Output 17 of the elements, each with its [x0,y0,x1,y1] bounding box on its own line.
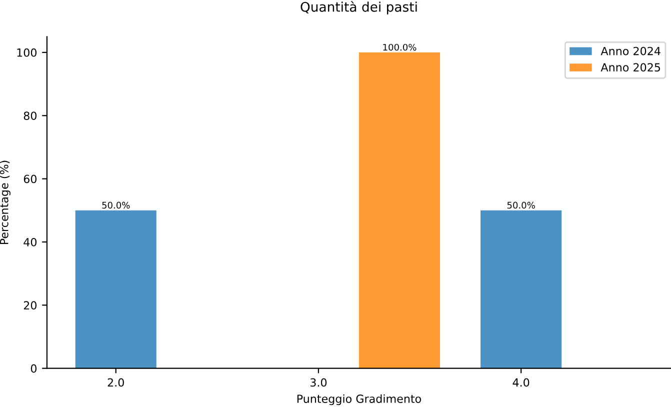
y-tick-label: 60 [24,174,37,184]
legend-label: Anno 2024 [600,46,660,56]
y-tick-label: 40 [24,238,37,246]
y-tick-label: 80 [24,112,37,120]
x-tick-label: 2.0 [108,378,124,387]
x-tick-label: 4.0 [512,378,530,387]
legend-label: Anno 2025 [600,63,660,72]
data-label: 100.0% [383,44,416,51]
x-axis-title: Punteggio Gradimento [297,394,422,406]
data-label: 50.0% [507,202,535,209]
data-label: 50.0% [102,202,130,209]
chart-title: Quantità dei pasti [300,1,417,14]
y-tick-label: 20 [24,301,37,310]
y-tick-label: 100 [17,48,37,57]
x-tick-label: 3.0 [310,378,327,387]
y-tick-label: 0 [30,364,37,373]
y-axis-title: Percentage (%) [0,160,10,244]
